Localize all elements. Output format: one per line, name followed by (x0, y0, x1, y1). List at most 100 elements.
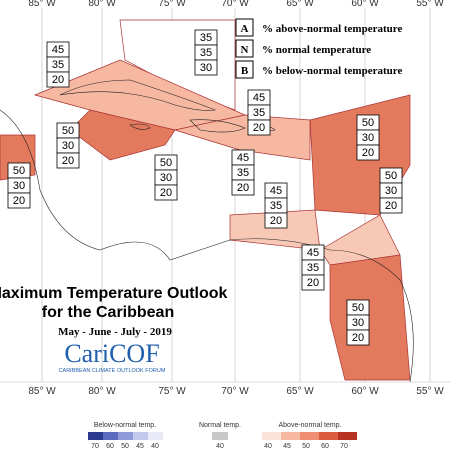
legend-key: N (241, 44, 249, 56)
prob-value: 20 (52, 74, 64, 86)
prob-cell (264, 212, 288, 229)
lon-label: 55° W (416, 386, 444, 397)
prob-value: 20 (307, 277, 319, 289)
prob-value: 45 (237, 152, 249, 164)
swatch (281, 432, 300, 440)
prob-cell (247, 119, 271, 136)
bar-tick: 40 (264, 443, 272, 450)
bar-tick: 50 (302, 443, 310, 450)
legend-key: A (241, 23, 249, 35)
swatch (212, 432, 228, 440)
prob-value: 20 (13, 195, 25, 207)
prob-value: 30 (200, 62, 212, 74)
bar-tick: 40 (151, 443, 159, 450)
legend-key-box (235, 18, 254, 37)
lon-label: 85° W (28, 0, 56, 9)
swatch (338, 432, 357, 440)
prob-value: 20 (160, 187, 172, 199)
lon-label: 60° W (351, 386, 379, 397)
bar-tick: 60 (106, 443, 114, 450)
lon-label: 85° W (28, 386, 56, 397)
swatch (319, 432, 338, 440)
title-line2: for the Caribbean (42, 304, 174, 321)
prob-value: 45 (270, 185, 282, 197)
legend-key: B (241, 65, 249, 77)
bar-tick: 60 (321, 443, 329, 450)
lon-label: 75° W (158, 0, 186, 9)
boxes: 45 35 20 35 35 30 50 30 20 50 30 20 50 30 20 45 35 20 50 30… (7, 29, 403, 346)
coastlines (0, 79, 414, 383)
swatch (148, 432, 163, 440)
legend: A % above-normal temperature N % normal tem… (235, 18, 402, 79)
bar-tick: 40 (216, 443, 224, 450)
prob-value: 35 (237, 167, 249, 179)
prob-value: 45 (253, 92, 265, 104)
prob-value: 20 (352, 332, 364, 344)
bar-tick: 45 (283, 443, 291, 450)
prob-value: 30 (13, 180, 25, 192)
legend-text: % below-normal temperature (262, 65, 402, 77)
title-period: May - June - July - 2019 (58, 326, 172, 338)
lon-label: 65° W (286, 386, 314, 397)
prob-value: 30 (62, 140, 74, 152)
prob-cell (346, 329, 370, 346)
prob-value: 30 (385, 185, 397, 197)
lon-label: 80° W (88, 386, 116, 397)
prob-value: 35 (52, 59, 64, 71)
prob-value: 20 (237, 182, 249, 194)
swatch (262, 432, 281, 440)
lon-label: 55° W (416, 0, 444, 9)
prob-cell (231, 179, 255, 196)
lon-label: 60° W (351, 0, 379, 9)
bar-tick: 70 (340, 443, 348, 450)
logo-name: CariCOF (64, 339, 159, 368)
prob-value: 20 (270, 215, 282, 227)
bar-label: Below-normal temp. (94, 422, 156, 429)
title-line1: Maximum Temperature Outlook (0, 285, 228, 302)
swatch (118, 432, 133, 440)
prob-value: 20 (253, 122, 265, 134)
prob-value: 35 (200, 32, 212, 44)
lon-label: 80° W (88, 0, 116, 9)
prob-value: 20 (385, 200, 397, 212)
swatch (300, 432, 319, 440)
top-labels: 85° W 80° W 75° W 70° W 65° W 60° W 55° W (28, 0, 444, 9)
prob-value: 50 (13, 165, 25, 177)
prob-value: 35 (307, 262, 319, 274)
bottom-labels: 85° W 80° W 75° W 70° W 65° W 60° W 55° W (28, 386, 444, 397)
logo-tagline: CARIBBEAN CLIMATE OUTLOOK FORUM (59, 368, 166, 374)
swatch (103, 432, 118, 440)
bar-tick: 70 (91, 443, 99, 450)
prob-value: 50 (352, 302, 364, 314)
prob-value: 45 (307, 247, 319, 259)
prob-cell (154, 184, 178, 201)
lon-label: 70° W (221, 386, 249, 397)
prob-cell (194, 59, 218, 76)
bar-tick: 45 (136, 443, 144, 450)
bar-tick: 50 (121, 443, 129, 450)
prob-value: 20 (62, 155, 74, 167)
prob-cell (56, 152, 80, 169)
lon-label: 65° W (286, 0, 314, 9)
prob-value: 35 (200, 47, 212, 59)
prob-cell (46, 71, 70, 88)
legend-key-box (235, 60, 254, 79)
prob-value: 45 (52, 44, 64, 56)
lon-label: 70° W (221, 0, 249, 9)
prob-value: 35 (253, 107, 265, 119)
color-bar: Below-normal temp. Normal temp. Above-norm… (88, 422, 357, 450)
prob-value: 35 (270, 200, 282, 212)
prob-cell (301, 274, 325, 291)
prob-cell (7, 192, 31, 209)
legend-key-box (235, 39, 254, 58)
prob-value: 50 (362, 117, 374, 129)
regions (0, 19, 411, 381)
prob-value: 50 (62, 125, 74, 137)
prob-value: 20 (362, 147, 374, 159)
bar-label: Normal temp. (199, 422, 241, 429)
prob-cell (356, 144, 380, 161)
prob-cell (379, 197, 403, 214)
bar-label: Above-normal temp. (278, 422, 341, 429)
prob-value: 50 (160, 157, 172, 169)
